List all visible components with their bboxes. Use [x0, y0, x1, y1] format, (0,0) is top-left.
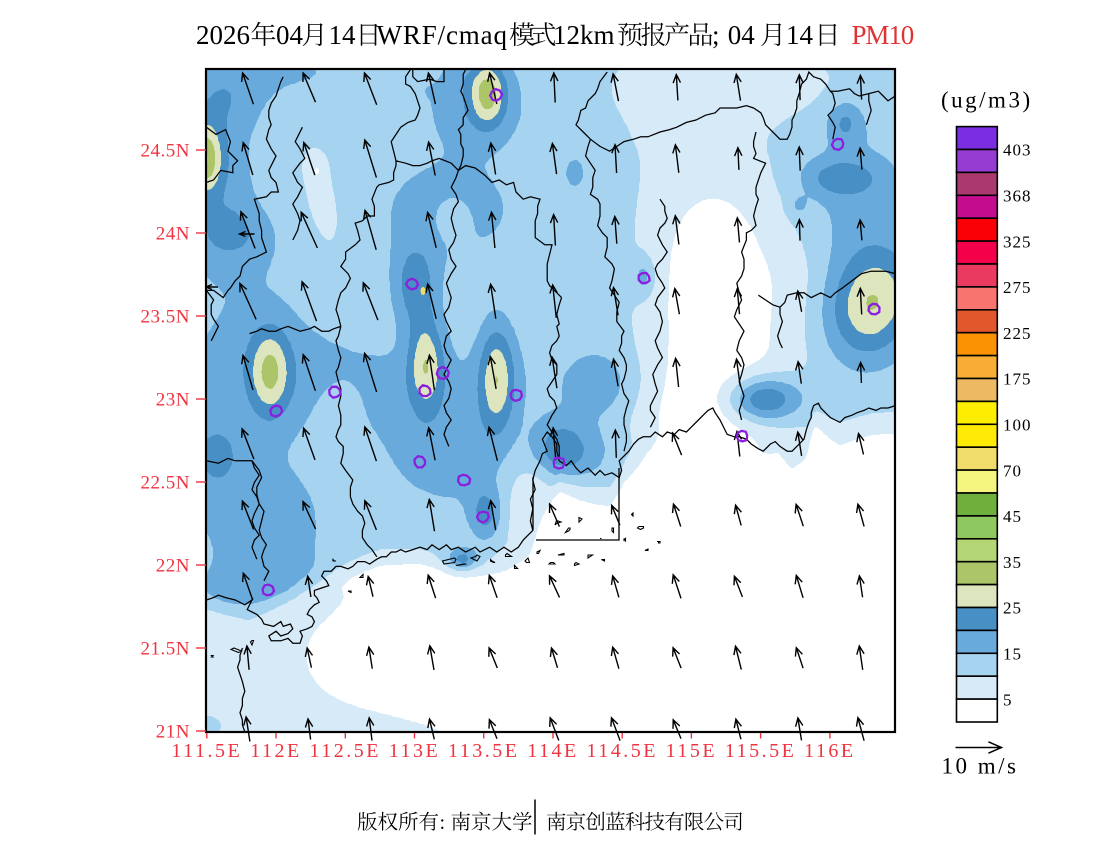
- svg-text:12km: 12km: [553, 20, 615, 50]
- svg-text::: :: [440, 812, 446, 834]
- svg-text:10 m/s: 10 m/s: [942, 754, 1019, 779]
- svg-text:111.5E: 111.5E: [171, 740, 242, 762]
- svg-text:14: 14: [329, 20, 357, 50]
- svg-text:5: 5: [1003, 690, 1013, 709]
- svg-text:;: ;: [712, 20, 720, 50]
- svg-text:325: 325: [1003, 232, 1032, 251]
- svg-text:403: 403: [1003, 141, 1032, 160]
- svg-text:22.5N: 22.5N: [141, 473, 190, 494]
- svg-text:114E: 114E: [527, 740, 578, 762]
- svg-text:25: 25: [1003, 599, 1022, 618]
- svg-text:22N: 22N: [156, 556, 190, 577]
- svg-text:175: 175: [1003, 370, 1032, 389]
- svg-text:15: 15: [1003, 645, 1022, 664]
- svg-text:(ug/m3): (ug/m3): [941, 88, 1033, 113]
- svg-text:113.5E: 113.5E: [448, 740, 519, 762]
- svg-text:113E: 113E: [389, 740, 440, 762]
- svg-text:115.5E: 115.5E: [725, 740, 796, 762]
- svg-text:2026: 2026: [196, 20, 250, 50]
- svg-text:225: 225: [1003, 324, 1032, 343]
- svg-text:24N: 24N: [156, 224, 190, 245]
- svg-text:23.5N: 23.5N: [141, 307, 190, 328]
- svg-text:275: 275: [1003, 278, 1032, 297]
- svg-text:21N: 21N: [156, 722, 190, 743]
- svg-text:21.5N: 21.5N: [141, 639, 190, 660]
- svg-text:70: 70: [1003, 461, 1022, 480]
- svg-text:PM10: PM10: [852, 20, 914, 50]
- svg-text:115E: 115E: [666, 740, 717, 762]
- svg-text:114.5E: 114.5E: [586, 740, 657, 762]
- svg-text:45: 45: [1003, 507, 1022, 526]
- svg-text:04: 04: [276, 20, 304, 50]
- svg-text:35: 35: [1003, 553, 1022, 572]
- svg-text:14: 14: [786, 20, 814, 50]
- svg-text:WRF/cmaq: WRF/cmaq: [377, 20, 508, 50]
- svg-text:100: 100: [1003, 416, 1032, 435]
- svg-text:24.5N: 24.5N: [141, 141, 190, 162]
- svg-text:04: 04: [728, 20, 756, 50]
- svg-text:23N: 23N: [156, 390, 190, 411]
- svg-text:112.5E: 112.5E: [310, 740, 381, 762]
- svg-text:112E: 112E: [250, 740, 301, 762]
- svg-text:116E: 116E: [804, 740, 855, 762]
- svg-text:368: 368: [1003, 187, 1032, 206]
